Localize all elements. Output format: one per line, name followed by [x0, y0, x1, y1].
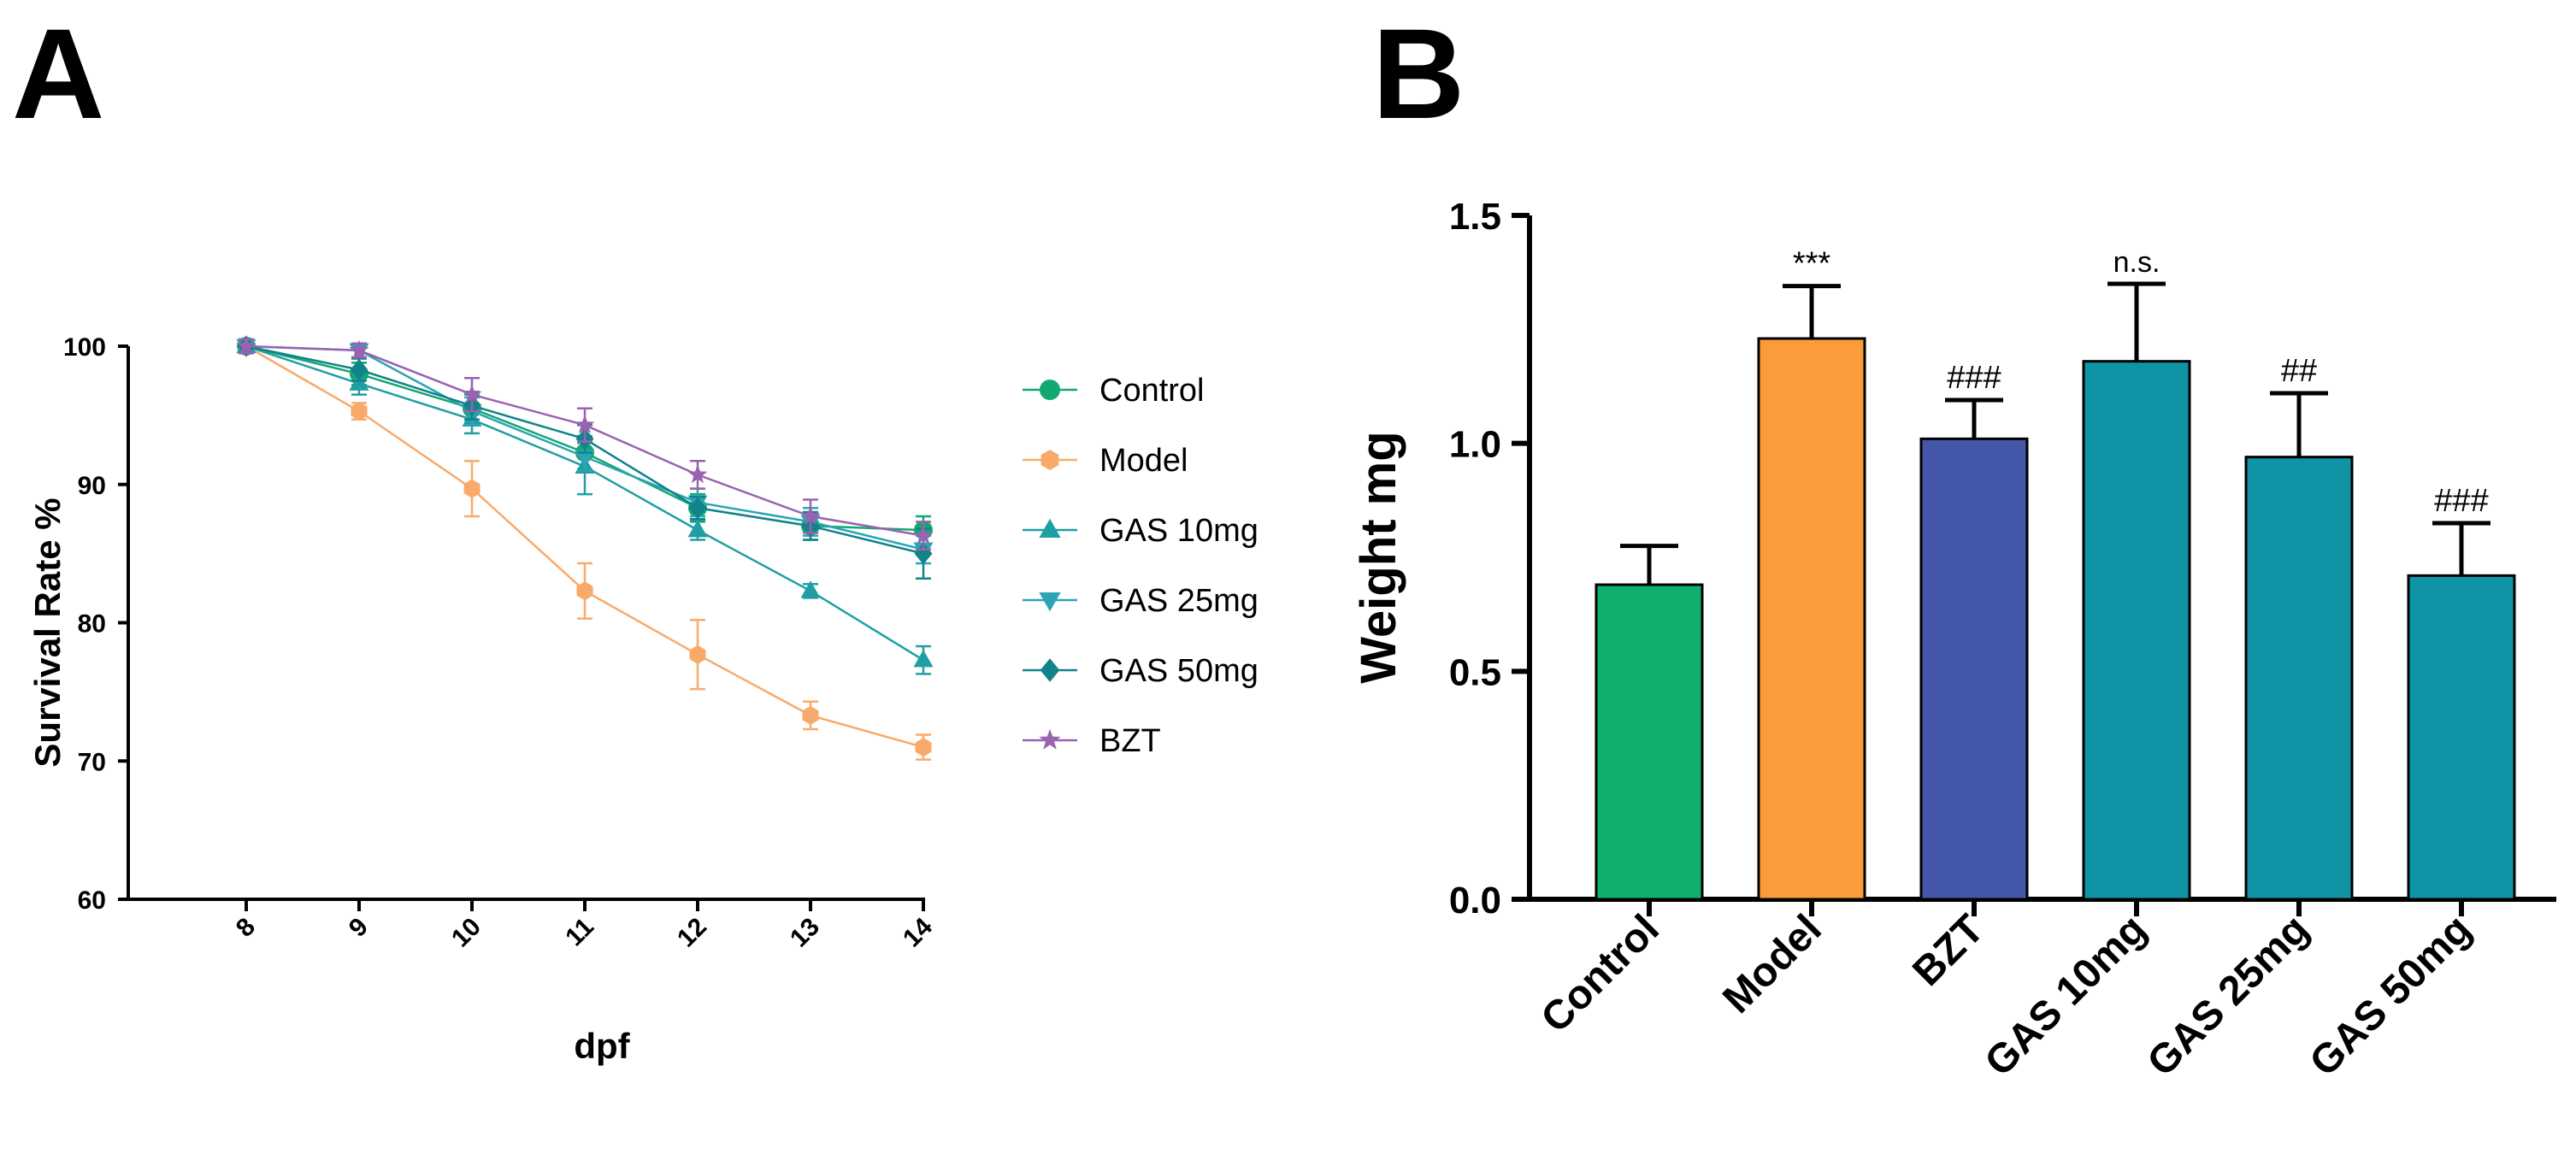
- legend-marker: [1039, 592, 1061, 612]
- data-point: [800, 505, 821, 525]
- data-point: [236, 335, 256, 355]
- x-tick-label-a: 12: [672, 913, 712, 953]
- data-point: [800, 580, 821, 598]
- data-point: [689, 645, 706, 664]
- bar-group: ##: [2244, 353, 2354, 901]
- legend-item: Model: [1023, 443, 1188, 479]
- legend-item: GAS 10mg: [1023, 513, 1259, 549]
- series-bzt: [236, 335, 934, 551]
- legend-label: BZT: [1099, 723, 1161, 759]
- x-tick-label-a: 9: [344, 913, 374, 943]
- data-point: [687, 520, 708, 538]
- significance-label: ###: [2434, 483, 2488, 519]
- significance-label: ##: [2281, 353, 2317, 389]
- data-point: [914, 543, 933, 565]
- data-point: [351, 402, 368, 421]
- data-point: [350, 358, 368, 381]
- bar-group: ***: [1757, 246, 1866, 901]
- data-point: [349, 339, 369, 359]
- x-axis-title-a: dpf: [574, 1026, 630, 1066]
- y-tick-label-a: 90: [78, 472, 106, 500]
- legend-item: GAS 25mg: [1023, 583, 1259, 619]
- data-point: [349, 373, 369, 391]
- bar-group: [1595, 544, 1704, 901]
- data-point: [802, 705, 819, 725]
- bar-group: ###: [2407, 483, 2516, 901]
- data-point: [688, 497, 707, 519]
- y-tick-label-a: 60: [78, 886, 106, 915]
- legend-a: Control Model GAS 10mg GAS 25mg GAS 50mg BZT: [1023, 373, 1259, 759]
- legend-label: GAS 50mg: [1099, 653, 1259, 689]
- bar: [1757, 337, 1866, 901]
- data-point: [462, 384, 482, 403]
- y-axis-title-a: Survival Rate %: [27, 498, 68, 767]
- legend-item: BZT: [1023, 723, 1161, 759]
- y-tick-label-b: 0.5: [1449, 651, 1501, 693]
- series-model: [238, 337, 932, 761]
- data-point: [913, 525, 934, 545]
- legend-label: Model: [1099, 443, 1188, 479]
- y-tick-label-b: 1.0: [1449, 424, 1501, 466]
- legend-label: GAS 10mg: [1099, 513, 1259, 549]
- bar: [2407, 574, 2516, 901]
- category-label: Control: [1533, 906, 1668, 1041]
- x-tick-label-a: 13: [785, 913, 825, 953]
- y-tick-label-a: 70: [78, 748, 106, 776]
- category-label: GAS 10mg: [1977, 906, 2155, 1085]
- y-axis-title-b: Weight mg: [1351, 431, 1406, 683]
- x-tick-label-a: 8: [231, 913, 261, 943]
- series-line: [245, 344, 924, 749]
- significance-label: n.s.: [2113, 246, 2160, 279]
- panel-a-label: A: [12, 2, 104, 145]
- x-tick-label-a: 14: [898, 912, 938, 952]
- category-label: GAS 50mg: [2302, 906, 2480, 1085]
- data-point: [913, 650, 934, 668]
- legend-marker: [1039, 518, 1061, 538]
- legend-marker: [1040, 658, 1060, 682]
- data-point: [915, 738, 932, 757]
- y-tick-label-a: 100: [63, 333, 106, 362]
- category-label: GAS 25mg: [2139, 906, 2318, 1085]
- data-point: [463, 479, 480, 498]
- x-tick-label-a: 10: [446, 913, 486, 953]
- legend-item: Control: [1023, 373, 1205, 409]
- data-point: [576, 581, 593, 601]
- bar: [2244, 456, 2354, 901]
- data-point: [575, 415, 595, 433]
- survival-rate-chart: 60 70 80 90 100 8 9 10 11 12 13 14 Survival Rate %…: [27, 333, 1259, 1066]
- legend-marker: [1040, 380, 1060, 400]
- data-point: [687, 464, 708, 484]
- legend-label: GAS 25mg: [1099, 583, 1259, 619]
- series-gas-10mg: [236, 335, 934, 675]
- legend-item: GAS 50mg: [1023, 653, 1259, 689]
- data-point: [575, 450, 595, 468]
- x-tick-label-a: 11: [560, 913, 599, 952]
- y-tick-label-a: 80: [78, 610, 106, 639]
- y-tick-label-b: 0.0: [1449, 880, 1501, 922]
- bar: [1595, 583, 1704, 901]
- category-label: BZT: [1904, 906, 1992, 994]
- significance-label: ***: [1793, 246, 1831, 282]
- bar: [1919, 437, 2029, 901]
- panel-b-label: B: [1372, 2, 1465, 145]
- category-label: Model: [1714, 906, 1830, 1022]
- legend-marker: [1040, 450, 1059, 470]
- bar: [2082, 360, 2191, 901]
- bar-group: ###: [1919, 360, 2029, 901]
- weight-chart: 0.00.51.01.5 ***###n.s.##### Control Mode…: [1351, 196, 2556, 1085]
- significance-label: ###: [1947, 360, 2001, 396]
- y-tick-label-b: 1.5: [1449, 196, 1501, 238]
- legend-marker: [1039, 728, 1061, 750]
- bar-group: n.s.: [2082, 246, 2191, 901]
- legend-label: Control: [1099, 373, 1205, 409]
